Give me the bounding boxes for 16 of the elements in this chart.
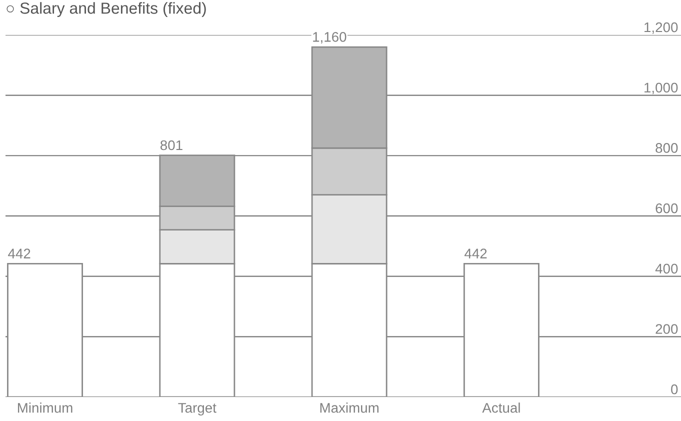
total-label: 1,160 (313, 32, 346, 44)
y-tick-label: 1,000 (644, 82, 678, 94)
chart-title: ○ Salary and Benefits (fixed) (6, 2, 206, 17)
total-label: 801 (160, 140, 182, 150)
y-tick-label: 0 (671, 384, 678, 394)
y-tick-label: 800 (656, 143, 678, 153)
x-tick-label: Maximum (320, 402, 378, 413)
y-tick-label: 400 (655, 264, 678, 274)
x-tick-label: Minimum (18, 402, 72, 413)
y-tick-label: 200 (656, 324, 678, 334)
y-tick-label: 1,200 (644, 22, 678, 34)
x-tick-label: Target (178, 403, 216, 416)
total-label: 442 (464, 248, 487, 258)
total-label: 442 (8, 248, 30, 258)
y-tick-label: 600 (656, 203, 678, 214)
x-tick-label: Actual (482, 402, 520, 413)
